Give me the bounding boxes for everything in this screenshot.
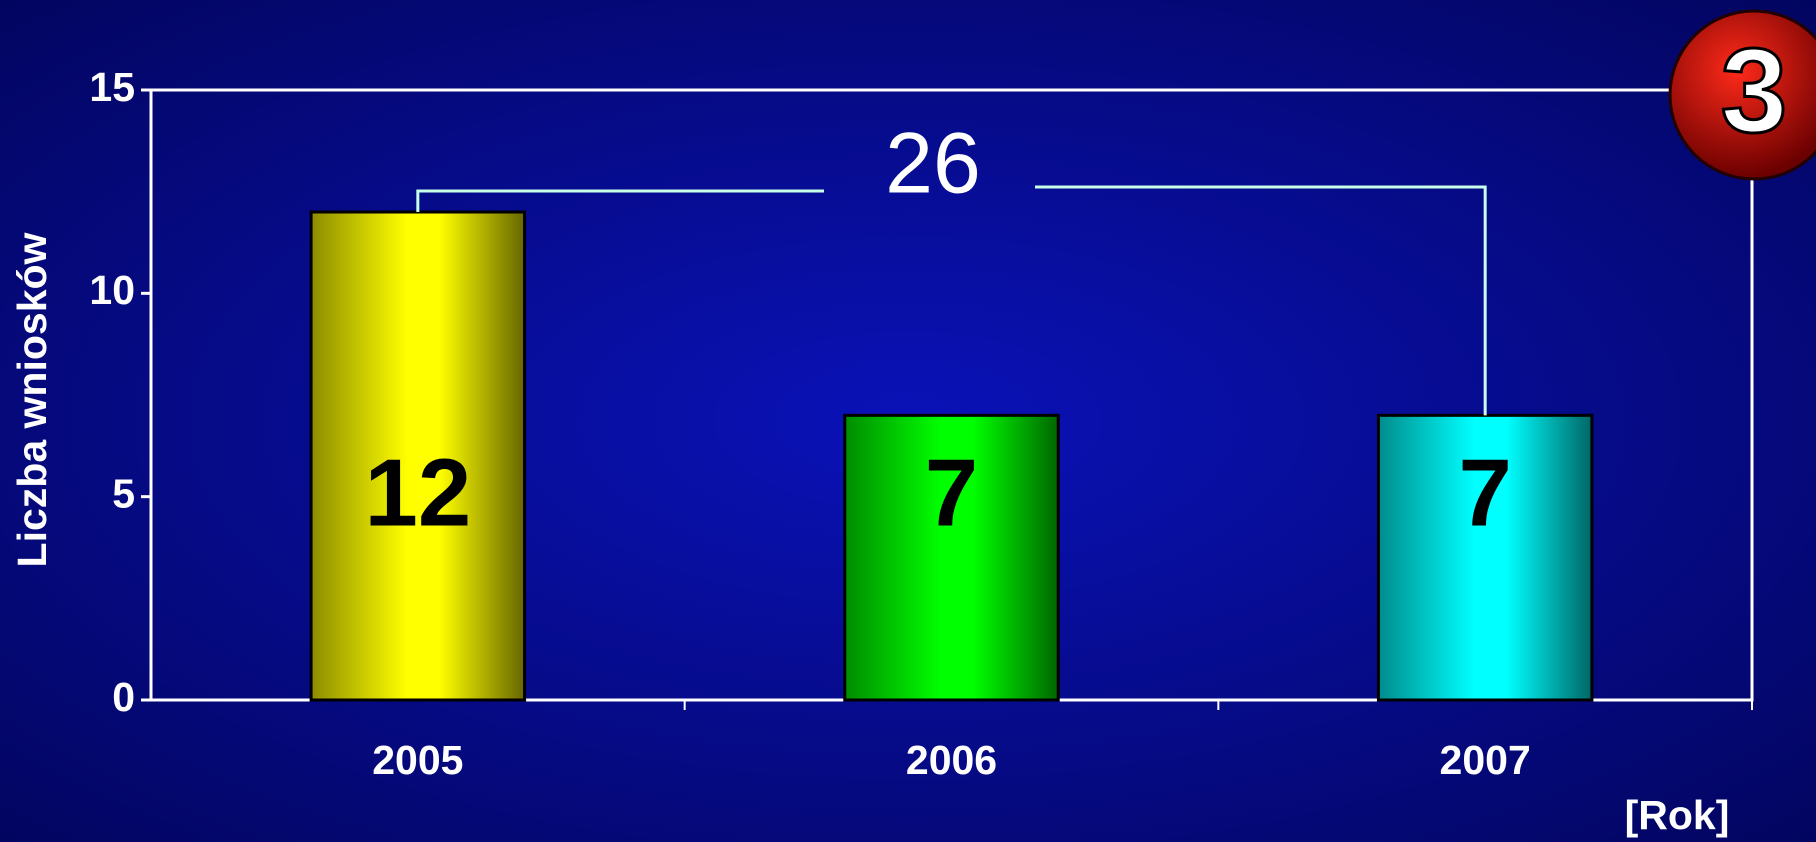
- y-tick-label: 10: [89, 267, 135, 313]
- x-tick-label: 2006: [906, 737, 997, 783]
- annotation: 26: [885, 116, 981, 212]
- bracket: [416, 189, 824, 212]
- badge: [1668, 9, 1816, 181]
- y-tick-label: 0: [112, 674, 135, 720]
- x-axis-label: [Rok]: [1625, 792, 1730, 838]
- bracket: [1035, 185, 1487, 416]
- bar: [843, 413, 1060, 702]
- y-tick-label: 15: [89, 64, 135, 110]
- bar-value-label: 12: [364, 439, 471, 546]
- x-tick-label: 2007: [1440, 737, 1531, 783]
- badge-label: 3: [1721, 24, 1788, 158]
- bar: [1376, 413, 1594, 702]
- x-tick-label: 2005: [372, 737, 463, 783]
- y-tick-label: 5: [112, 470, 135, 516]
- y-axis-label: Liczba wniosków: [9, 232, 55, 567]
- bar-value-label: 7: [925, 439, 978, 546]
- bar: [309, 210, 527, 702]
- bar-value-label: 7: [1458, 439, 1511, 546]
